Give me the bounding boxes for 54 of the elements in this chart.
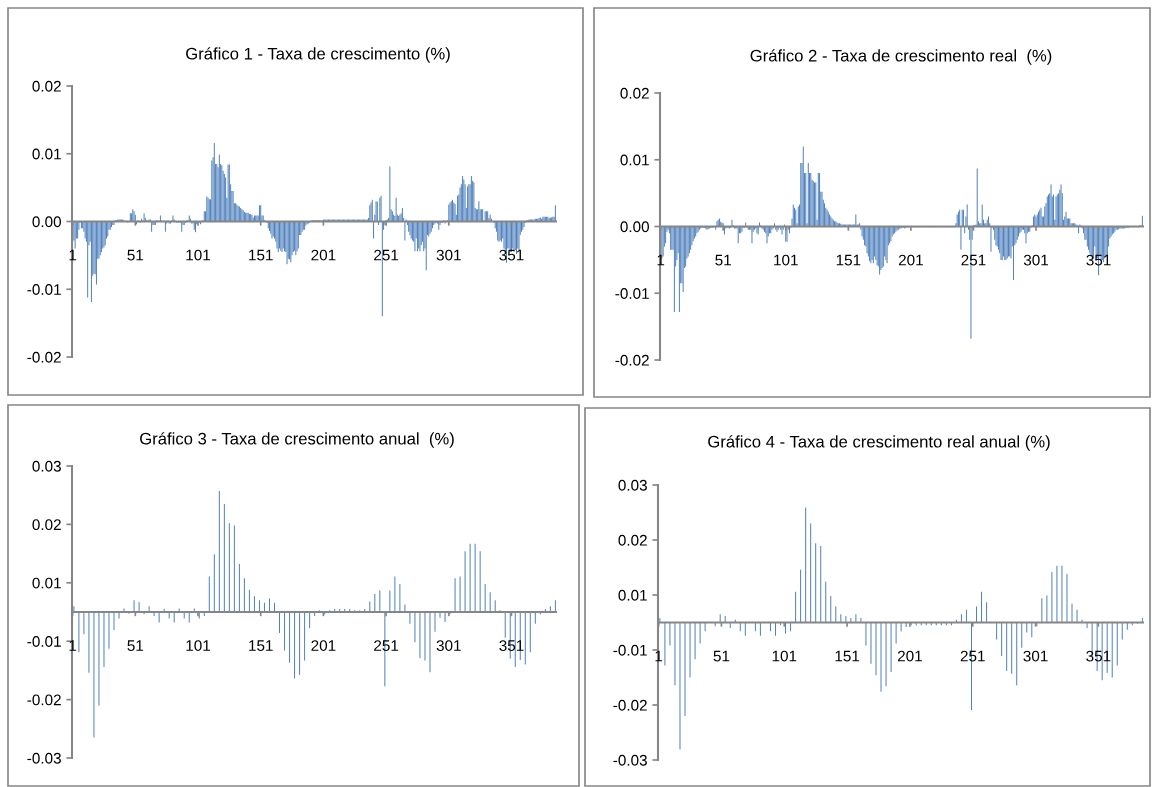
x-tick-label: 151: [835, 650, 860, 662]
x-tick-label: 301: [1023, 650, 1048, 662]
chart-title: Gráfico 4 - Taxa de crescimento real anual (%): [708, 435, 1050, 451]
x-tick-label: 1: [657, 254, 665, 266]
y-tick-label: -0.03: [27, 752, 61, 764]
x-tick-label: 1: [69, 249, 77, 261]
y-tick-label: -0.02: [613, 699, 647, 711]
x-tick-label: 251: [374, 640, 399, 651]
x-tick-label: 151: [249, 249, 273, 261]
x-tick-label: 51: [715, 254, 731, 266]
x-tick-label: 101: [772, 650, 797, 662]
y-tick-label: 0.02: [32, 519, 61, 531]
x-tick-label: 201: [898, 254, 923, 266]
y-tick-label: -0.01: [27, 284, 61, 295]
x-tick-label: 151: [249, 640, 273, 651]
y-tick-label: 0.02: [620, 87, 649, 99]
x-tick-label: 301: [436, 249, 461, 261]
x-tick-label: 201: [897, 650, 922, 662]
x-tick-label: 151: [836, 254, 861, 266]
x-tick-label: 1: [655, 650, 663, 662]
x-tick-label: 351: [499, 640, 524, 651]
y-tick-label: -0.01: [615, 288, 649, 299]
x-tick-label: 1: [69, 640, 77, 651]
y-tick-label: -0.03: [613, 754, 647, 766]
y-tick-label: -0.02: [27, 351, 61, 363]
x-tick-label: 201: [311, 640, 336, 651]
chart-title: Gráfico 3 - Taxa de crescimento anual (%): [140, 432, 454, 448]
x-tick-label: 51: [127, 249, 144, 261]
y-tick-label: 0.01: [32, 577, 61, 589]
x-tick-label: 301: [436, 640, 461, 651]
x-tick-label: 101: [774, 254, 798, 266]
y-tick-label: 0.01: [32, 148, 61, 160]
x-tick-label: 51: [127, 640, 144, 651]
x-tick-label: 101: [186, 249, 211, 261]
y-tick-label: -0.01: [613, 644, 647, 656]
x-tick-label: 301: [1023, 254, 1049, 266]
chart-title: Gráfico 2 - Taxa de crescimento real (%): [750, 49, 1052, 65]
y-tick-label: 0.01: [620, 154, 649, 166]
y-tick-label: -0.02: [27, 694, 61, 706]
chart-title: Gráfico 1 - Taxa de crescimento (%): [186, 47, 450, 63]
x-tick-label: 351: [1086, 650, 1111, 662]
y-tick-label: 0.01: [618, 589, 647, 601]
y-tick-label: 0.02: [32, 80, 61, 92]
y-tick-label: -0.01: [27, 636, 61, 647]
y-tick-label: 0.03: [32, 460, 61, 472]
x-tick-label: 201: [311, 249, 336, 261]
y-tick-label: 0.00: [32, 216, 61, 228]
y-tick-label: 0.03: [618, 479, 647, 491]
y-tick-label: 0.00: [620, 221, 649, 233]
y-tick-label: 0.02: [618, 534, 647, 546]
y-tick-label: -0.02: [615, 354, 649, 366]
x-tick-label: 51: [713, 650, 730, 662]
x-tick-label: 251: [961, 254, 986, 266]
x-tick-label: 101: [186, 640, 211, 651]
